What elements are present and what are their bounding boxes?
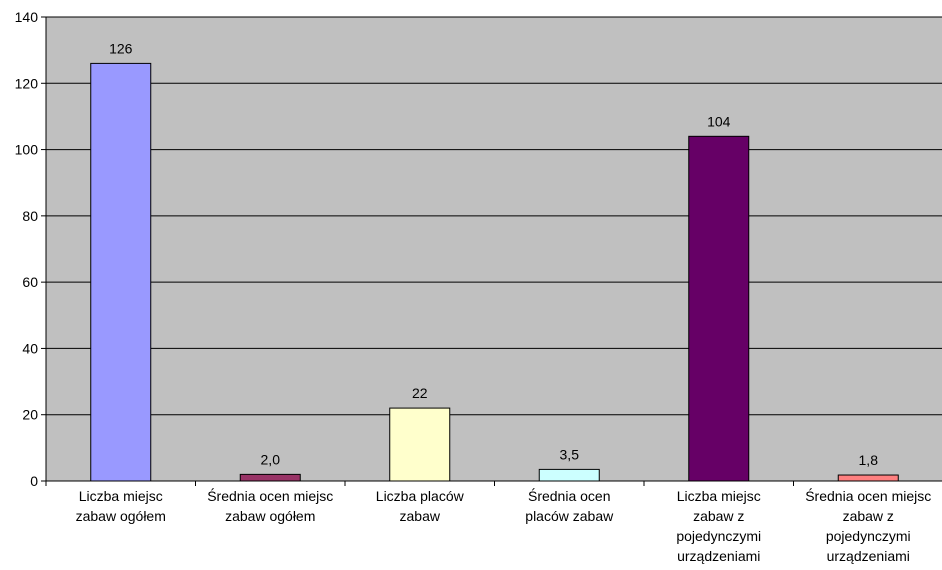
bar [538,468,600,482]
gridlines [46,16,942,416]
x-category-label: Liczba miejsc zabaw z pojedynczymi urządzen… [676,488,761,564]
bar [239,473,301,482]
x-category-label-line: Liczba miejsc [677,488,761,504]
bar [90,62,152,482]
data-label: 22 [412,385,428,401]
x-category-label: Liczba miejsc zabaw ogółem [76,488,166,524]
y-tick-label: 60 [22,274,38,290]
x-category-label: Liczba placów zabaw [376,488,465,524]
x-category-label-line: placów zabaw [525,508,614,524]
x-category-label-line: Średnia ocen miejsc [805,487,931,504]
data-labels: 126 2,0 22 3,5 104 1,8 [109,40,878,468]
bar [389,407,451,482]
y-tick-label: 40 [22,340,38,356]
y-tick-label: 120 [15,75,39,91]
data-label: 2,0 [261,451,281,467]
plot-area [46,17,942,481]
x-category-label-line: urządzeniami [677,548,760,564]
data-label: 104 [707,113,731,129]
x-category-label-line: zabaw [400,508,441,524]
y-tick-label: 140 [15,9,39,25]
y-tick-label: 100 [15,142,39,158]
x-category-label-line: pojedynczymi [826,528,911,544]
x-category-label-line: zabaw z [693,508,744,524]
x-category-label-line: zabaw z [843,508,894,524]
x-category-label: Średnia ocen miejsc zabaw ogółem [207,487,333,524]
x-category-label: Średnia ocen miejsc zabaw z pojedynczymi ur… [805,487,931,564]
x-category-label-line: Liczba miejsc [79,488,163,504]
x-category-label-line: pojedynczymi [676,528,761,544]
data-label: 126 [109,40,133,56]
x-category-label-line: zabaw ogółem [76,508,166,524]
x-category-label-line: zabaw ogółem [225,508,315,524]
y-axis: 0 20 40 60 80 100 120 140 [15,9,47,489]
bar [688,135,750,482]
x-category-label-line: Średnia ocen [528,487,611,504]
data-label: 1,8 [859,452,879,468]
x-category-label-line: urządzeniami [827,548,910,564]
bars [90,62,899,482]
x-category-label-line: Średnia ocen miejsc [207,487,333,504]
y-tick-label: 0 [30,473,38,489]
x-category-label-line: Liczba placów [376,488,465,504]
bar [837,474,899,482]
data-label: 3,5 [560,446,580,462]
y-tick-label: 20 [22,407,38,423]
y-tick-label: 80 [22,208,38,224]
x-category-label: Średnia ocen placów zabaw [525,487,614,524]
